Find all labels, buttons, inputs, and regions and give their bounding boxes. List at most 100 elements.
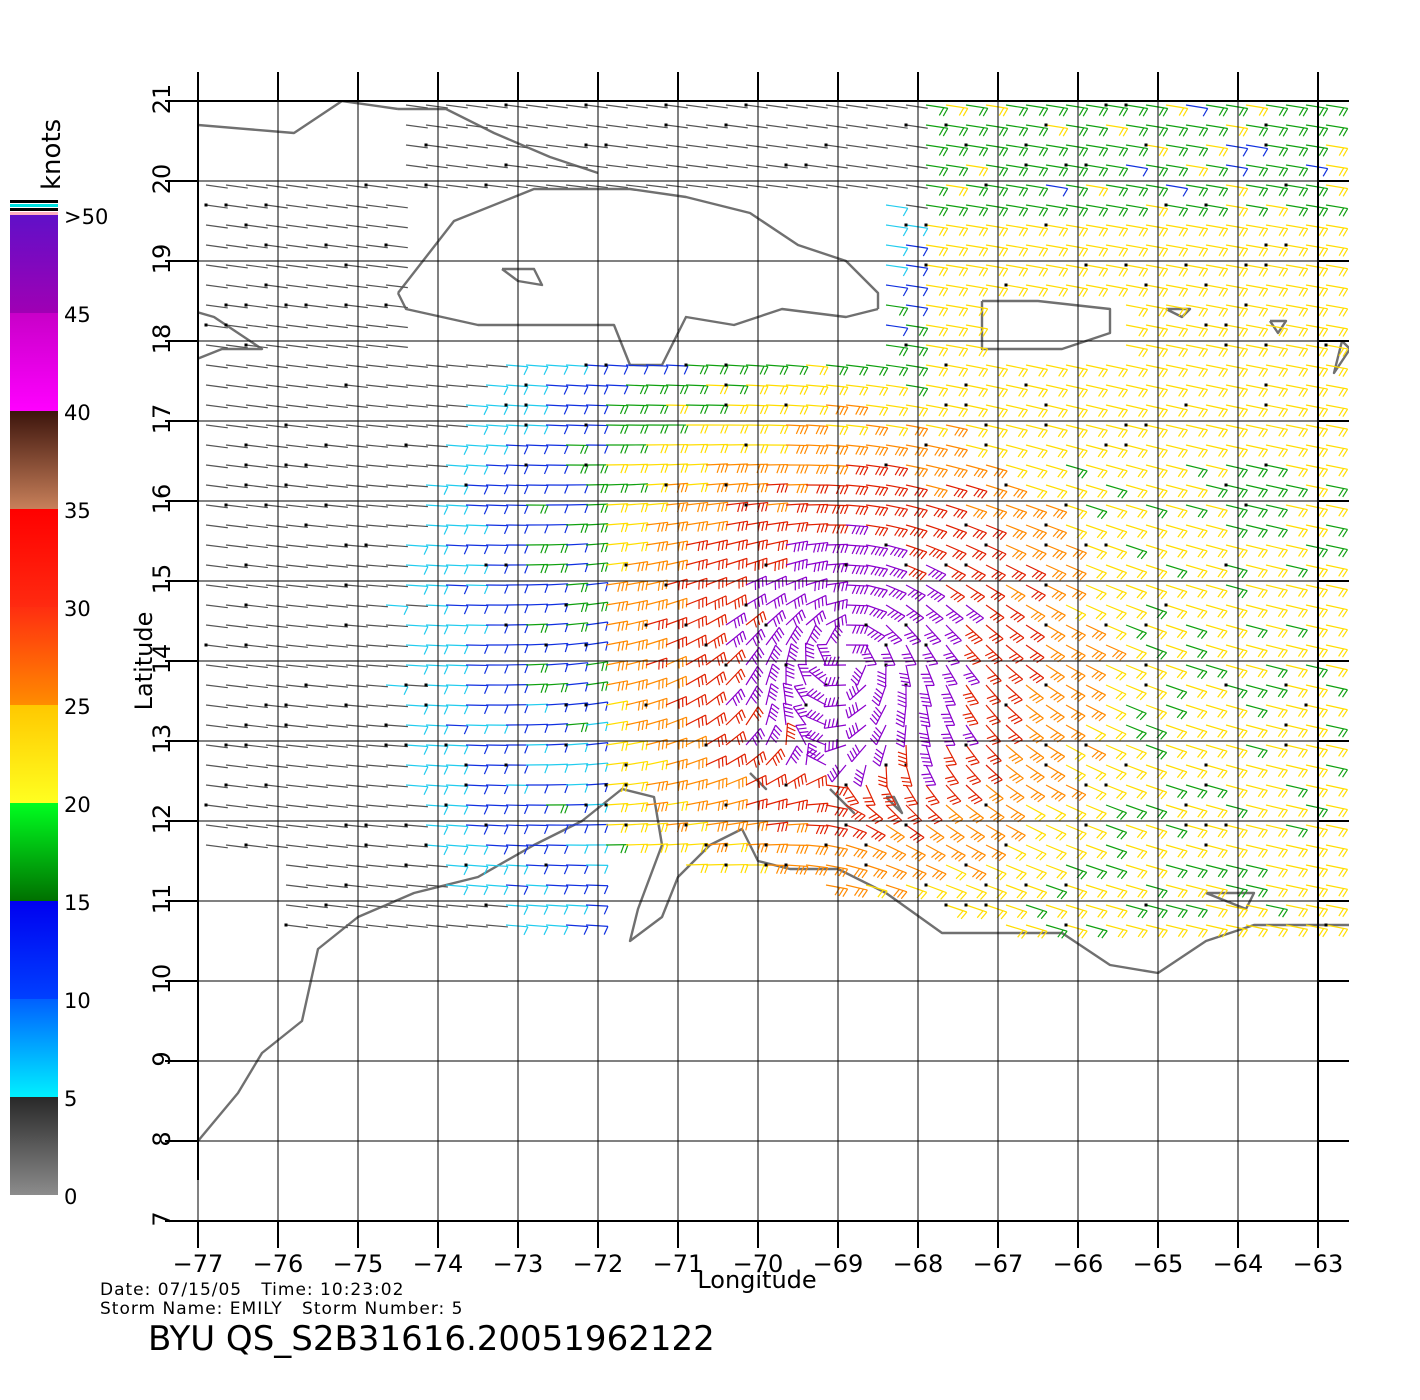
wind-barb (565, 444, 589, 454)
wind-barb (900, 763, 913, 787)
wind-barb (1305, 144, 1329, 157)
wind-barb (1044, 403, 1068, 418)
wind-barb (665, 800, 689, 812)
wind-barb (1205, 124, 1229, 137)
longitude-tick-label: −65 (1133, 1250, 1184, 1278)
wind-barb (1065, 564, 1087, 581)
wind-barb (943, 744, 957, 767)
wind-barb (625, 483, 649, 493)
wind-barb (945, 264, 969, 277)
wind-barb (285, 804, 308, 809)
wind-barb (1185, 664, 1208, 680)
wind-barb (685, 778, 708, 791)
wind-barb (1325, 224, 1349, 237)
wind-barb (365, 464, 388, 468)
wind-barb (365, 804, 388, 808)
wind-barb (525, 804, 549, 814)
wind-barb (725, 630, 747, 648)
wind-barb (745, 482, 769, 493)
wind-barb (584, 423, 609, 435)
wind-barb (585, 184, 608, 189)
wind-barb (816, 643, 831, 666)
wind-barb (385, 444, 408, 448)
wind-barb (1245, 364, 1269, 378)
wind-barb (845, 464, 869, 476)
wind-barb (425, 444, 448, 448)
wind-barb (1325, 524, 1349, 538)
wind-barb (245, 684, 268, 689)
wind-barb (1305, 184, 1329, 197)
wind-barb (785, 722, 796, 746)
wind-barb (1325, 664, 1348, 678)
wind-barb (265, 424, 288, 429)
wind-barb (805, 774, 828, 788)
wind-barb (625, 619, 649, 631)
colorbar-segment (10, 901, 58, 999)
wind-barb (745, 751, 767, 768)
wind-barb (1005, 524, 1027, 541)
wind-barb (1185, 884, 1208, 899)
wind-barb (705, 755, 728, 769)
wind-barb (1104, 543, 1128, 560)
wind-barb (285, 744, 308, 748)
wind-barb (1084, 743, 1107, 762)
wind-barb (424, 703, 449, 715)
wind-barb (1225, 844, 1248, 859)
wind-barb (964, 863, 987, 881)
wind-barb (1104, 103, 1129, 117)
wind-barb (1085, 464, 1108, 479)
wind-barb (444, 743, 469, 755)
wind-barb (224, 203, 248, 209)
wind-barb (624, 781, 649, 792)
wind-barb (1145, 304, 1169, 318)
wind-barb (1285, 404, 1309, 418)
colorbar-tick-label: 35 (64, 499, 91, 523)
wind-barb (1105, 704, 1127, 721)
wind-barb (845, 364, 869, 376)
wind-barb (305, 904, 328, 909)
wind-barb (1305, 844, 1329, 858)
wind-barb (1165, 444, 1188, 458)
wind-barb (205, 564, 228, 569)
wind-barb (725, 612, 747, 629)
wind-barb (385, 364, 408, 368)
wind-barb (1125, 404, 1148, 418)
wind-barb (1205, 644, 1228, 659)
wind-barb (925, 184, 949, 197)
wind-barb (905, 424, 929, 437)
wind-barb (1165, 884, 1188, 899)
wind-barb (665, 540, 689, 552)
wind-barb (425, 904, 448, 908)
wind-barb (945, 464, 968, 479)
wind-barb (905, 584, 926, 602)
wind-barb (925, 584, 946, 603)
wind-barb (505, 544, 529, 554)
wind-barb (945, 824, 965, 843)
wind-barb (625, 580, 649, 592)
wind-barb (1065, 244, 1089, 257)
wind-barb (585, 562, 609, 573)
wind-barb (765, 821, 789, 833)
wind-barb (225, 244, 248, 249)
wind-barb (285, 364, 308, 369)
wind-barb (265, 724, 288, 729)
wind-barb (1005, 224, 1029, 237)
wind-barb (425, 644, 449, 655)
wind-barb (1265, 304, 1289, 317)
wind-barb (705, 691, 727, 706)
wind-barb (1105, 464, 1128, 479)
wind-barb (1245, 344, 1269, 358)
wind-barb (525, 764, 549, 774)
wind-barb (1025, 844, 1047, 861)
wind-barb (1045, 904, 1068, 920)
wind-barb (365, 284, 388, 289)
wind-barb (625, 843, 649, 854)
wind-barb (285, 824, 308, 829)
wind-barb (404, 863, 428, 868)
wind-barb (1085, 184, 1109, 197)
wind-barb (344, 543, 368, 548)
wind-barb (1025, 784, 1046, 803)
wind-barb (285, 624, 308, 628)
wind-barb (945, 444, 968, 458)
wind-barb (385, 604, 409, 615)
